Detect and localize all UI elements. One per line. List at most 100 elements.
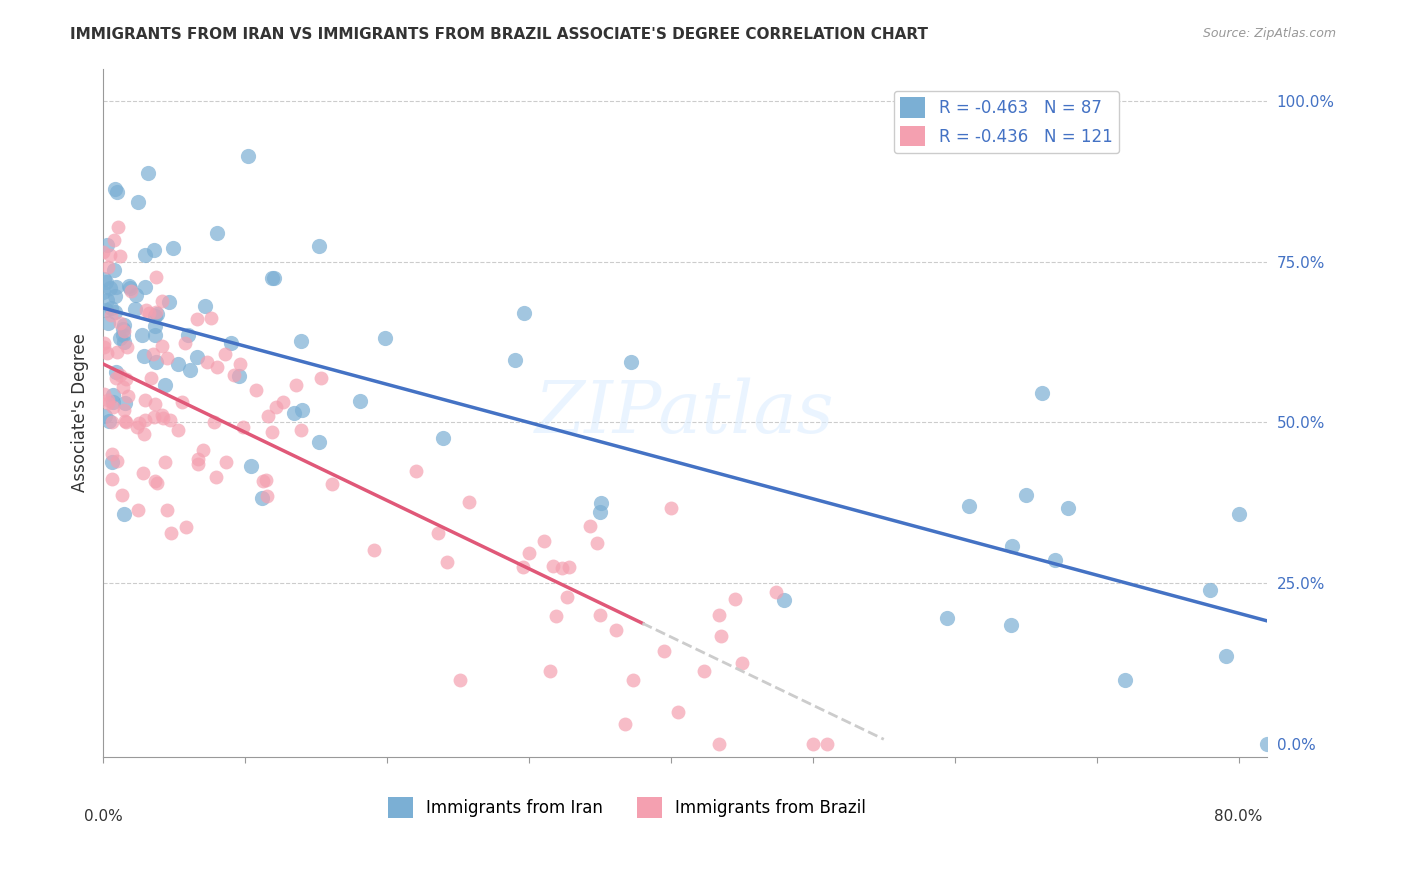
Immigrants from Iran [97,316,120,330]
Immigrants from Brazil [187,451,209,466]
Immigrants from Brazil [152,338,174,352]
Immigrants from Brazil [533,534,555,549]
Immigrants from Brazil [512,560,534,574]
Immigrants from Brazil [111,488,134,502]
Immigrants from Iran [291,403,314,417]
Immigrants from Brazil [138,305,160,319]
Immigrants from Brazil [117,341,139,355]
Immigrants from Brazil [256,489,278,503]
Immigrants from Brazil [145,305,167,319]
Immigrants from Brazil [105,344,128,359]
Immigrants from Iran [125,288,148,302]
Text: 80.0%: 80.0% [1215,809,1263,823]
Immigrants from Iran [193,299,215,313]
Immigrants from Brazil [252,475,274,489]
Immigrants from Brazil [115,416,138,430]
Immigrants from Iran [153,378,176,392]
Immigrants from Brazil [724,591,747,606]
Immigrants from Iran [1227,508,1250,522]
Immigrants from Brazil [551,561,574,575]
Immigrants from Iran [1199,583,1222,598]
Immigrants from Brazil [262,425,284,439]
Immigrants from Brazil [290,423,312,437]
Immigrants from Iran [134,247,156,261]
Immigrants from Iran [1001,539,1024,553]
Immigrants from Brazil [101,472,124,486]
Immigrants from Iran [91,285,114,300]
Immigrants from Brazil [659,500,682,515]
Immigrants from Brazil [546,609,568,624]
Immigrants from Brazil [405,464,427,478]
Immigrants from Brazil [205,359,228,374]
Immigrants from Brazil [589,608,612,623]
Immigrants from Brazil [96,345,118,359]
Immigrants from Brazil [710,629,733,643]
Immigrants from Brazil [309,371,332,385]
Immigrants from Iran [118,281,141,295]
Immigrants from Iran [97,414,120,428]
Immigrants from Brazil [150,293,173,308]
Immigrants from Brazil [107,220,129,235]
Immigrants from Brazil [586,536,609,550]
Immigrants from Brazil [232,420,254,434]
Text: IMMIGRANTS FROM IRAN VS IMMIGRANTS FROM BRAZIL ASSOCIATE'S DEGREE CORRELATION CH: IMMIGRANTS FROM IRAN VS IMMIGRANTS FROM … [70,27,928,42]
Immigrants from Iran [1015,488,1038,502]
Immigrants from Brazil [731,657,754,671]
Immigrants from Brazil [101,447,124,461]
Immigrants from Brazil [538,664,561,678]
Immigrants from Brazil [131,466,153,480]
Immigrants from Iran [588,505,610,519]
Immigrants from Iran [96,237,118,252]
Immigrants from Brazil [321,477,343,491]
Immigrants from Brazil [187,457,209,471]
Immigrants from Brazil [150,409,173,423]
Immigrants from Brazil [517,546,540,560]
Immigrants from Iran [957,499,980,513]
Immigrants from Brazil [256,409,278,423]
Immigrants from Iran [108,331,131,345]
Immigrants from Iran [96,293,118,307]
Immigrants from Brazil [101,415,124,429]
Immigrants from Iran [936,611,959,625]
Immigrants from Iran [143,328,166,343]
Immigrants from Iran [374,331,396,345]
Immigrants from Iran [134,279,156,293]
Immigrants from Brazil [152,411,174,425]
Immigrants from Iran [179,363,201,377]
Immigrants from Brazil [652,644,675,658]
Immigrants from Brazil [449,673,471,687]
Immigrants from Brazil [160,526,183,541]
Immigrants from Iran [143,243,166,257]
Immigrants from Brazil [614,717,637,731]
Immigrants from Brazil [557,590,579,604]
Immigrants from Iran [207,226,229,240]
Immigrants from Iran [112,335,135,350]
Immigrants from Iran [131,328,153,343]
Immigrants from Iran [162,241,184,255]
Immigrants from Iran [228,369,250,384]
Immigrants from Iran [124,301,146,316]
Immigrants from Iran [94,303,117,318]
Immigrants from Iran [349,394,371,409]
Immigrants from Iran [103,263,125,277]
Immigrants from Iran [145,355,167,369]
Immigrants from Brazil [202,415,225,429]
Immigrants from Iran [101,394,124,409]
Immigrants from Iran [111,328,134,343]
Immigrants from Iran [432,431,454,445]
Immigrants from Brazil [93,336,115,351]
Immigrants from Iran [1057,501,1080,516]
Immigrants from Brazil [143,474,166,488]
Immigrants from Iran [308,434,330,449]
Immigrants from Brazil [93,387,115,401]
Immigrants from Brazil [110,250,132,264]
Immigrants from Iran [143,309,166,323]
Immigrants from Brazil [143,409,166,424]
Immigrants from Iran [157,294,180,309]
Immigrants from Iran [101,387,124,401]
Immigrants from Brazil [363,542,385,557]
Immigrants from Brazil [101,400,124,414]
Immigrants from Iran [143,319,166,334]
Immigrants from Brazil [284,378,307,392]
Immigrants from Iran [100,301,122,316]
